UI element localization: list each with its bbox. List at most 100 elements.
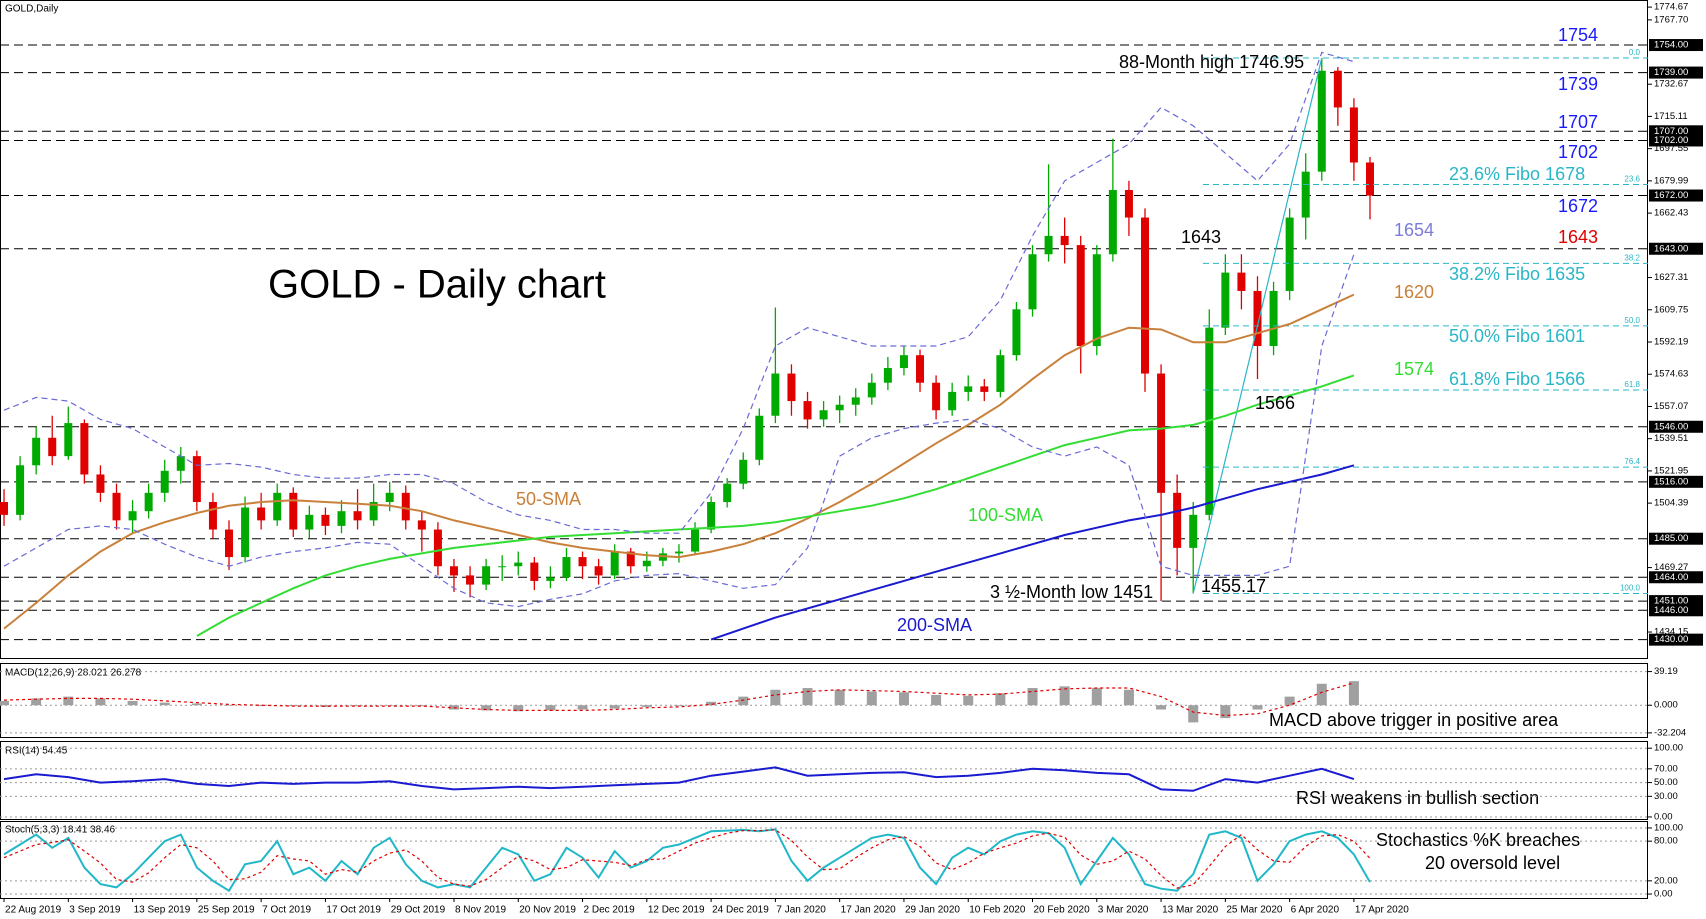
- y-tick-label: 50.00: [1654, 777, 1678, 788]
- candle-body: [964, 386, 973, 392]
- macd-bar: [159, 702, 170, 706]
- level-box: [1649, 633, 1703, 646]
- series-line: [3, 828, 1371, 893]
- candle-body: [160, 470, 169, 493]
- y-tick-label: -32.204: [1654, 727, 1686, 738]
- level-label: 1672.00: [1654, 190, 1688, 201]
- y-tick-label: 80.00: [1654, 836, 1678, 847]
- macd-bar: [609, 705, 620, 709]
- candle-body: [1349, 107, 1358, 163]
- x-tick-label: 22 Aug 2019: [5, 905, 62, 916]
- y-tick-label: 0.000: [1654, 700, 1678, 711]
- candle-body: [498, 566, 507, 568]
- macd-bar: [545, 705, 556, 711]
- candle-body: [369, 502, 378, 521]
- fibo-label: 61.8: [1624, 380, 1640, 389]
- macd-bar: [673, 705, 684, 707]
- candle-body: [401, 492, 410, 521]
- candle-body: [1124, 190, 1133, 218]
- candle-body: [466, 575, 475, 585]
- x-tick-label: 17 Jan 2020: [841, 905, 896, 916]
- candle-body: [996, 355, 1005, 392]
- macd-bar: [224, 705, 235, 706]
- candle-body: [514, 562, 523, 567]
- stoch-label: Stoch(5,3,3) 18.41 38.46: [5, 825, 116, 836]
- level-label: 1430.00: [1654, 634, 1688, 645]
- annotation: 1455.17: [1201, 576, 1266, 596]
- rsi-label: RSI(14) 54.45: [5, 746, 68, 757]
- candle-body: [1221, 272, 1230, 328]
- level-box: [1649, 571, 1703, 584]
- annotation: 1754: [1558, 25, 1598, 45]
- candle-body: [1108, 190, 1117, 255]
- candle-body: [1237, 272, 1246, 291]
- x-tick-label: 13 Sep 2019: [134, 905, 191, 916]
- candle-body: [353, 511, 362, 521]
- level-label: 1754.00: [1654, 40, 1688, 51]
- candle-body: [1060, 235, 1069, 246]
- candle-body: [482, 566, 491, 585]
- macd-bar: [256, 705, 267, 707]
- candle-body: [948, 391, 957, 411]
- candle-body: [1173, 492, 1182, 548]
- series-line: [3, 766, 1355, 792]
- x-tick-label: 25 Sep 2019: [198, 905, 255, 916]
- macd-bar: [963, 695, 974, 706]
- fibo-trend: [1192, 57, 1323, 594]
- annotation: 1739: [1558, 74, 1598, 94]
- annotation: 50.0% Fibo 1601: [1449, 326, 1585, 346]
- y-tick-label: 0.00: [1654, 811, 1673, 822]
- y-tick-label: 1521.95: [1654, 465, 1688, 476]
- x-tick-label: 2 Dec 2019: [584, 905, 636, 916]
- candle-body: [674, 551, 683, 554]
- series-line: [3, 254, 1355, 608]
- macd-bar: [1188, 705, 1199, 723]
- x-tick-label: 24 Dec 2019: [712, 905, 769, 916]
- annotation: 61.8% Fibo 1566: [1449, 369, 1585, 389]
- candle-body: [385, 492, 394, 503]
- macd-bar: [513, 705, 524, 712]
- candle-body: [192, 456, 201, 503]
- macd-bar: [95, 698, 106, 706]
- main-panel-frame: [0, 0, 1648, 659]
- level-label: 1446.00: [1654, 605, 1688, 616]
- x-tick-label: 7 Oct 2019: [262, 905, 311, 916]
- candle-body: [96, 474, 105, 493]
- macd-label: MACD(12,26,9) 28.021 26.278: [5, 668, 142, 679]
- y-tick-label: 1732.67: [1654, 79, 1688, 90]
- annotation: 1620: [1394, 282, 1434, 302]
- candle-body: [1317, 70, 1326, 172]
- y-tick-label: 1574.63: [1654, 369, 1688, 380]
- macd-bar: [706, 701, 717, 706]
- series-line: [3, 293, 1355, 630]
- annotation: 1566: [1255, 393, 1295, 413]
- x-tick-label: 25 Mar 2020: [1226, 905, 1283, 916]
- macd-bar: [1027, 688, 1038, 706]
- candle-body: [546, 577, 555, 581]
- stoch-annotation: 20 oversold level: [1425, 853, 1560, 873]
- level-box: [1649, 420, 1703, 433]
- candle-body: [32, 437, 41, 466]
- x-tick-label: 17 Oct 2019: [326, 905, 381, 916]
- series-line: [196, 374, 1355, 637]
- macd-bar: [931, 694, 942, 706]
- x-tick-label: 6 Apr 2020: [1291, 905, 1340, 916]
- macd-bar: [1284, 696, 1295, 706]
- macd-bar: [995, 693, 1006, 706]
- y-tick-label: 39.19: [1654, 666, 1678, 677]
- candle-body: [1285, 217, 1294, 291]
- candle-body: [80, 423, 89, 475]
- rsi-panel-frame: [0, 741, 1648, 820]
- candle-body: [241, 507, 250, 558]
- candle-body: [1189, 514, 1198, 548]
- macd-bar: [898, 692, 909, 706]
- y-tick-label: 0.00: [1654, 889, 1673, 900]
- level-box: [1649, 134, 1703, 147]
- annotation: 1643: [1558, 227, 1598, 247]
- candle-body: [48, 437, 57, 457]
- level-box: [1649, 475, 1703, 488]
- annotation: 88-Month high 1746.95: [1119, 52, 1304, 72]
- series-line: [710, 464, 1355, 641]
